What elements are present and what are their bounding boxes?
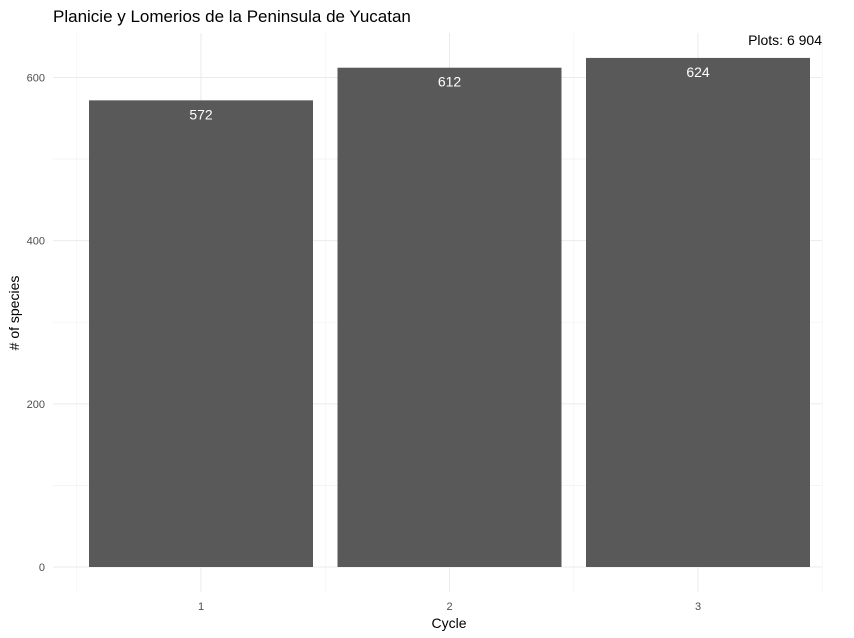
x-ticks: 1 2 3 — [198, 601, 701, 613]
bar-data-label: 612 — [438, 74, 462, 90]
bar — [586, 57, 810, 568]
x-tick-label: 3 — [695, 601, 701, 613]
plots-annotation: Plots: 6 904 — [748, 32, 822, 48]
bar — [337, 67, 562, 568]
x-tick-label: 2 — [446, 601, 452, 613]
bar-data-label: 624 — [686, 64, 710, 80]
bar — [89, 100, 313, 568]
bar-data-label: 572 — [189, 106, 213, 122]
y-ticks: 0 200 400 600 — [27, 73, 45, 575]
bars — [89, 57, 810, 568]
x-tick-label: 1 — [198, 601, 204, 613]
y-tick-label: 400 — [27, 236, 45, 248]
bar-labels: 572 612 624 — [189, 64, 710, 122]
chart-title: Planicie y Lomerios de la Peninsula de Y… — [53, 7, 411, 26]
x-axis-title: Cycle — [431, 615, 466, 631]
y-axis-title: # of species — [6, 276, 22, 351]
y-tick-label: 600 — [27, 73, 45, 85]
y-tick-label: 0 — [39, 562, 45, 574]
y-tick-label: 200 — [27, 399, 45, 411]
